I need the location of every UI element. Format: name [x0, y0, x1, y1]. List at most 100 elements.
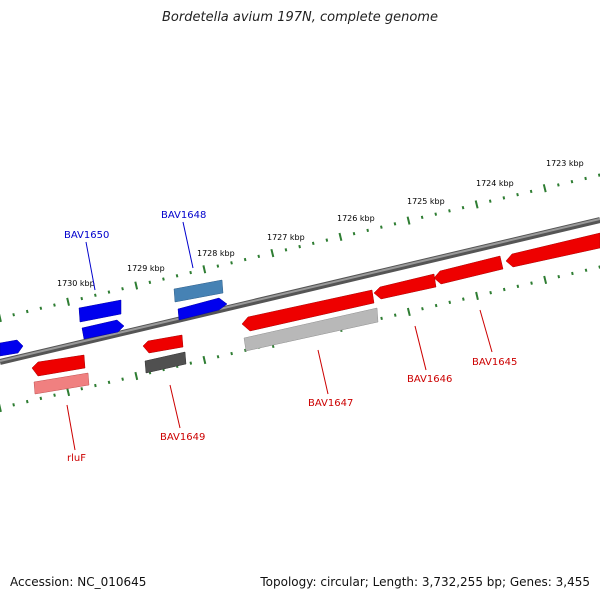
gene-label[interactable]: BAV1649: [160, 432, 205, 443]
minor-tick: [434, 303, 438, 308]
minor-tick: [502, 196, 506, 200]
minor-tick: [489, 290, 492, 295]
minor-tick: [230, 261, 233, 265]
gene-arrow-reverse[interactable]: [0, 339, 24, 357]
pseudo-gene-arrow[interactable]: [243, 307, 379, 352]
major-tick: [0, 313, 2, 323]
minor-tick: [597, 173, 600, 177]
minor-tick: [216, 355, 220, 359]
kbp-labels: 1723 kbp 1724 kbp 1725 kbp 1726 kbp 1727…: [57, 159, 584, 288]
minor-tick: [94, 383, 97, 388]
minor-tick: [121, 287, 124, 291]
minor-tick: [284, 248, 288, 252]
minor-tick: [230, 351, 233, 356]
major-tick: [66, 297, 70, 306]
minor-tick: [175, 274, 179, 278]
minor-tick: [80, 296, 84, 301]
gene-arrow-forward[interactable]: [142, 334, 184, 354]
minor-tick: [570, 179, 574, 184]
forward-strand-genes: [31, 232, 600, 395]
minor-tick: [12, 313, 15, 317]
major-tick: [406, 216, 411, 225]
pseudo-gene-arrow[interactable]: [144, 351, 187, 374]
minor-tick: [216, 264, 220, 268]
callout-line: [85, 241, 96, 291]
minor-tick: [257, 254, 261, 259]
minor-tick: [502, 287, 506, 292]
kbp-label: 1730 kbp: [57, 279, 95, 288]
major-tick: [0, 403, 2, 413]
minor-tick: [325, 238, 329, 242]
minor-tick: [25, 309, 29, 314]
kbp-label: 1727 kbp: [267, 233, 305, 242]
major-tick: [66, 387, 71, 397]
minor-tick: [244, 348, 247, 353]
backbone-line-highlight: [0, 218, 600, 362]
minor-tick: [311, 241, 315, 246]
reverse-strand-genes: [0, 279, 228, 357]
minor-tick: [516, 192, 519, 197]
minor-tick: [448, 209, 451, 213]
minor-tick: [243, 257, 247, 262]
minor-tick: [53, 393, 56, 397]
minor-tick: [584, 268, 588, 272]
minor-tick: [121, 377, 124, 381]
tick-track-outer: [0, 173, 600, 323]
minor-tick: [189, 361, 193, 365]
minor-tick: [434, 212, 438, 216]
major-tick: [543, 275, 548, 285]
minor-tick: [298, 244, 301, 249]
callout-line: [317, 349, 329, 395]
rna-arrow-reverse[interactable]: [173, 279, 224, 303]
minor-tick: [352, 231, 356, 236]
pseudo-gene-arrow[interactable]: [33, 372, 90, 395]
map-title: Bordetella avium 197N, complete genome: [162, 10, 438, 25]
genome-stats: Topology: circular; Length: 3,732,255 bp…: [260, 575, 590, 589]
kbp-label: 1726 kbp: [337, 214, 375, 223]
major-tick: [134, 371, 139, 381]
gene-label[interactable]: rluF: [67, 453, 86, 464]
major-tick: [202, 355, 207, 365]
kbp-label: 1723 kbp: [546, 159, 584, 168]
gene-label[interactable]: BAV1645: [472, 357, 517, 368]
minor-tick: [584, 176, 587, 181]
minor-tick: [571, 271, 574, 276]
gene-arrow-forward[interactable]: [31, 354, 86, 377]
gene-label[interactable]: BAV1646: [407, 374, 452, 385]
minor-tick: [39, 396, 43, 401]
major-tick: [338, 232, 343, 241]
gene-arrow-reverse[interactable]: [177, 297, 228, 321]
minor-tick: [393, 313, 397, 317]
major-tick: [202, 265, 207, 274]
kbp-label: 1728 kbp: [197, 249, 235, 258]
gene-arrow-forward[interactable]: [373, 273, 437, 300]
minor-tick: [530, 281, 533, 285]
gene-arrow-reverse[interactable]: [78, 299, 122, 323]
callout-line: [414, 325, 427, 371]
gene-label[interactable]: BAV1647: [308, 398, 353, 409]
minor-tick: [12, 403, 15, 407]
major-tick: [475, 291, 479, 301]
minor-tick: [107, 380, 111, 385]
kbp-label: 1725 kbp: [407, 197, 445, 206]
gene-arrow-forward[interactable]: [505, 232, 600, 268]
minor-tick: [80, 387, 84, 391]
minor-tick: [107, 290, 111, 294]
minor-tick: [25, 399, 29, 404]
minor-tick: [39, 306, 43, 310]
callout-line: [66, 404, 76, 451]
gene-label[interactable]: BAV1650: [64, 230, 109, 241]
gene-arrow-forward[interactable]: [241, 289, 375, 332]
minor-tick: [53, 303, 56, 307]
gene-arrow-forward[interactable]: [433, 255, 504, 285]
major-tick: [134, 281, 139, 290]
gene-arrow-reverse[interactable]: [81, 319, 125, 340]
gene-labels: BAV1650 BAV1648 rluF BAV1649 BAV1647 BAV…: [64, 210, 517, 464]
backbone-line: [0, 217, 600, 365]
gene-label[interactable]: BAV1648: [161, 210, 206, 221]
major-tick: [542, 184, 547, 193]
minor-tick: [516, 284, 520, 289]
major-tick: [474, 200, 479, 209]
